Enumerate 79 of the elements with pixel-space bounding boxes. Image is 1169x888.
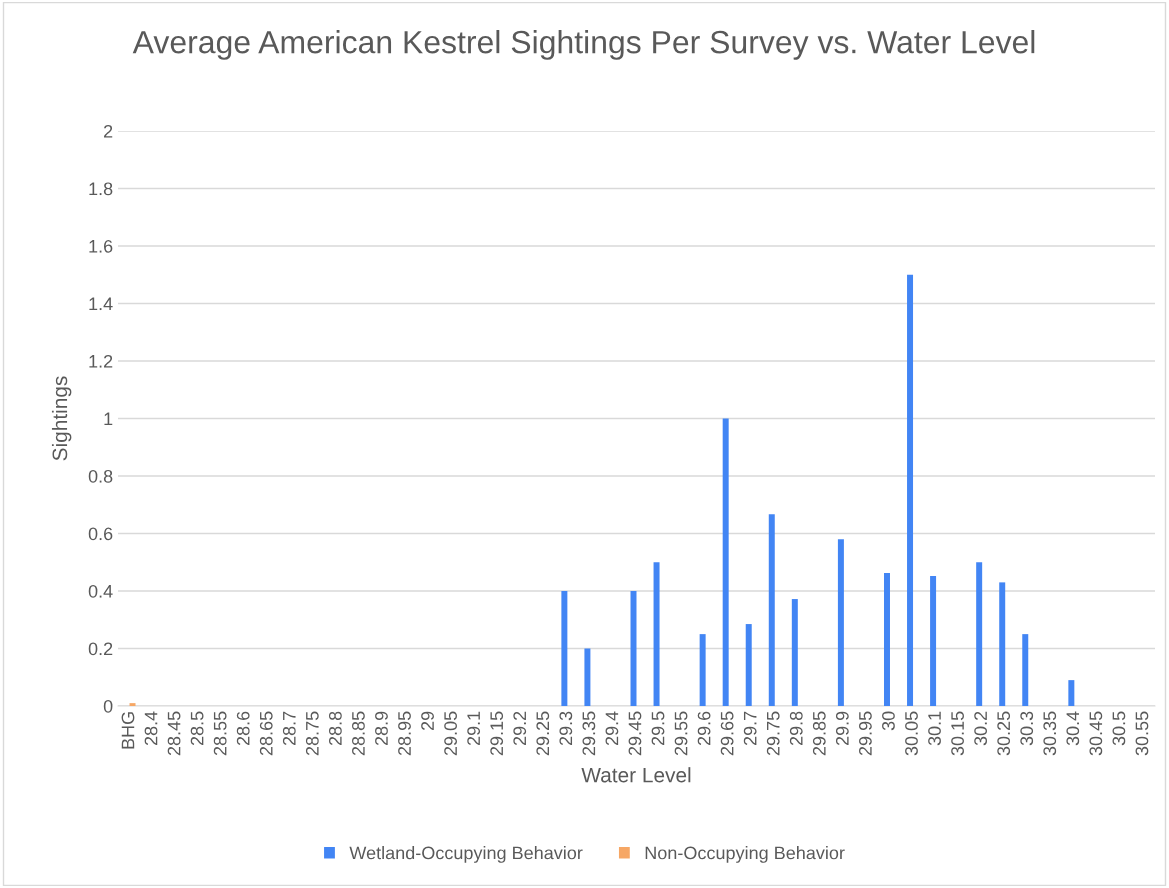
bar: [699, 634, 706, 706]
x-tick-label: 28.65: [259, 711, 273, 756]
bar: [129, 703, 136, 706]
x-tick-label: 29.4: [605, 711, 619, 746]
x-tick-label: BHG: [121, 712, 135, 749]
x-tick-label: 29.05: [444, 711, 457, 756]
x-tick-label: 30.15: [951, 711, 964, 756]
x-tick-label: 29.85: [812, 711, 826, 756]
bar: [630, 591, 637, 706]
x-tick-label: 29.15: [490, 711, 504, 756]
x-tick-label: 28.85: [352, 711, 365, 756]
x-tick-label: 28.8: [328, 711, 342, 746]
x-tick-label: 30.4: [1066, 711, 1080, 746]
x-tick-label: 28.9: [375, 711, 388, 746]
bar: [561, 591, 568, 706]
bar: [653, 562, 660, 706]
x-tick-label: 28.4: [144, 711, 158, 746]
x-tick-label: 30.3: [1020, 711, 1034, 746]
x-tick-label: 29.1: [467, 711, 481, 746]
x-tick-label: 30.35: [1043, 711, 1057, 756]
x-tick-label: 28.6: [236, 711, 250, 746]
y-tick-label: 0.6: [88, 527, 113, 541]
y-tick-label: 0.8: [88, 469, 113, 483]
chart-title: Average American Kestrel Sightings Per Survey vs. Water Level: [132, 30, 1035, 60]
bar: [584, 648, 591, 706]
bar: [768, 514, 775, 706]
x-tick-label: 28.45: [167, 711, 181, 756]
x-tick-label: 30.1: [928, 711, 941, 746]
x-tick-label: 30.55: [1135, 711, 1149, 756]
bar: [907, 274, 914, 706]
x-axis-title: Water Level: [581, 767, 691, 783]
x-tick-label: 30: [882, 711, 895, 731]
y-tick-label: 1.2: [89, 354, 113, 368]
y-tick-label: 1.8: [89, 182, 113, 196]
y-tick-label: 0: [103, 699, 113, 713]
bar: [976, 562, 983, 706]
x-tick-label: 28.5: [190, 711, 204, 746]
bar: [745, 624, 752, 706]
x-tick-label: 29.2: [513, 711, 527, 746]
x-tick-label: 30.25: [997, 711, 1011, 756]
x-tick-label: 29.75: [766, 711, 780, 756]
x-tick-label: 30.2: [974, 711, 988, 746]
x-tick-label: 29.25: [536, 711, 550, 756]
y-tick-label: 2: [104, 124, 113, 138]
y-tick-label: 1.4: [89, 297, 113, 311]
x-tick-label: 30.05: [905, 711, 918, 756]
bar: [999, 582, 1006, 706]
x-tick-label: 30.5: [1112, 711, 1126, 746]
x-tick-label: 30.45: [1089, 711, 1103, 756]
y-axis-title: Sightings: [51, 376, 72, 461]
bar: [791, 599, 798, 706]
x-tick-label: 28.7: [282, 711, 296, 746]
x-tick-label: 29.5: [651, 711, 665, 746]
x-tick-label: 28.75: [305, 711, 319, 756]
y-tick-label: 0.4: [88, 584, 113, 598]
bar: [1068, 680, 1075, 706]
y-tick-label: 1: [104, 412, 113, 426]
bar: [1022, 634, 1029, 706]
x-tick-label: 29.9: [835, 711, 849, 746]
bar: [722, 418, 729, 706]
x-tick-label: 28.55: [213, 711, 227, 756]
y-tick-label: 1.6: [89, 239, 113, 253]
x-tick-label: 29.3: [559, 711, 573, 746]
bar: [884, 572, 890, 706]
legend-label: Wetland-Occupying Behavior: [349, 846, 583, 863]
x-tick-label: 29.45: [628, 711, 642, 756]
x-tick-label: 28.95: [398, 711, 411, 756]
bar: [837, 539, 844, 706]
x-tick-label: 29.65: [720, 711, 734, 756]
bar: [930, 576, 937, 706]
y-tick-label: 0.2: [88, 642, 113, 656]
x-tick-label: 29.95: [859, 711, 872, 756]
x-tick-label: 29.8: [789, 711, 803, 746]
x-tick-label: 29.55: [674, 711, 688, 756]
x-tick-label: 29: [421, 711, 434, 731]
x-tick-label: 29.6: [697, 711, 711, 746]
x-tick-label: 29.35: [582, 711, 596, 756]
legend-label: Non-Occupying Behavior: [645, 846, 845, 863]
x-tick-label: 29.7: [743, 711, 757, 746]
